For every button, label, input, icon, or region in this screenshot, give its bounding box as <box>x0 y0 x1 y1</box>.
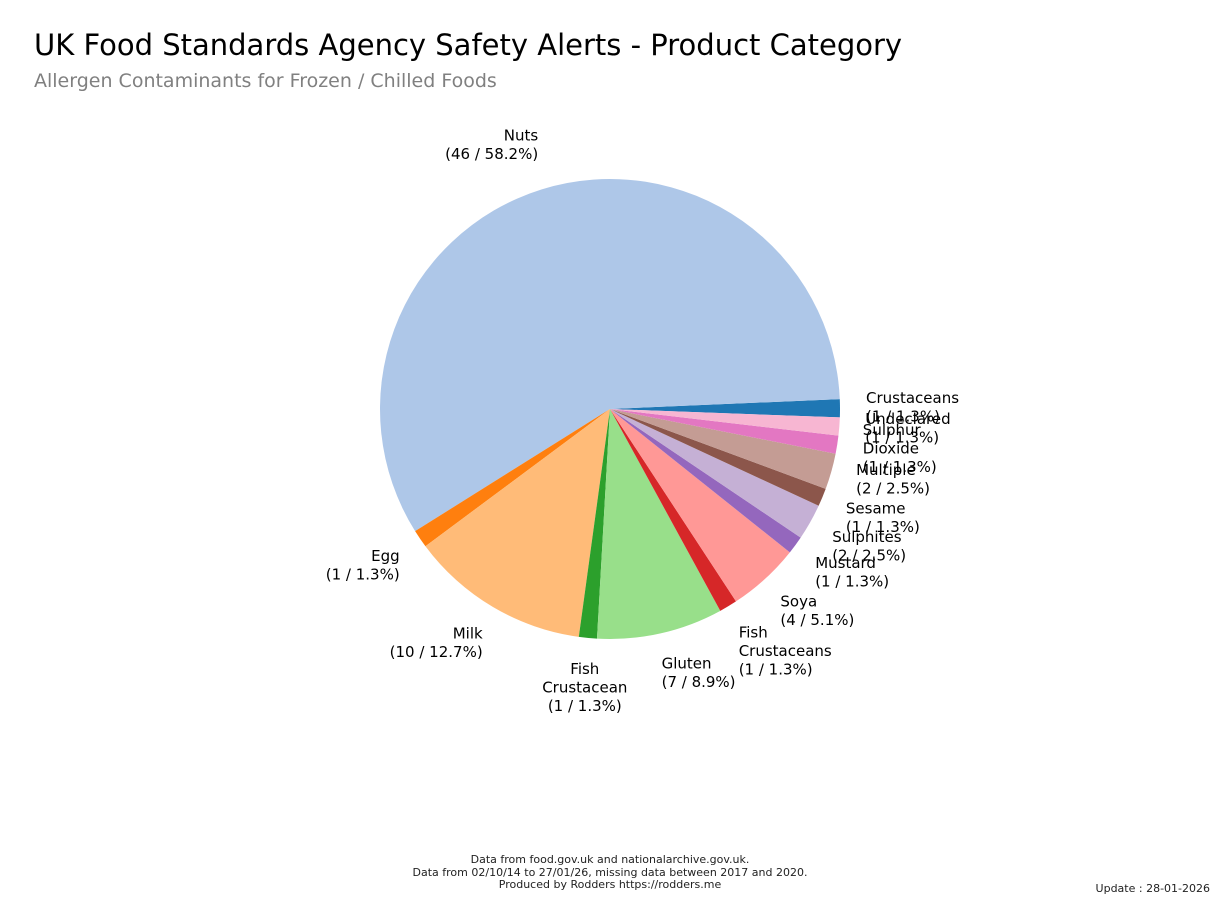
pie-slice-mustard <box>610 409 801 553</box>
footer-line-source: Data from food.gov.uk and nationalarchiv… <box>470 853 750 866</box>
pie-slice-nuts <box>380 179 840 532</box>
slice-label-crustaceans: Crustaceans (1 / 1.3%) <box>866 389 959 426</box>
chart-subtitle: Allergen Contaminants for Frozen / Chill… <box>34 70 497 92</box>
pie-slice-sulphur-dioxide <box>610 409 839 454</box>
footer-notes: Data from food.gov.uk and nationalarchiv… <box>0 853 1220 892</box>
pie-slice-milk <box>425 409 610 637</box>
pie-slice-sulphites <box>610 409 819 538</box>
slice-label-nuts: Nuts (46 / 58.2%) <box>445 126 538 163</box>
pie-slice-multiple <box>610 409 836 489</box>
slice-label-egg: Egg (1 / 1.3%) <box>326 547 400 584</box>
chart-title: UK Food Standards Agency Safety Alerts -… <box>34 28 903 62</box>
slice-label-undeclared: Undeclared (1 / 1.3%) <box>865 410 950 447</box>
footer-line-range: Data from 02/10/14 to 27/01/26, missing … <box>412 865 808 879</box>
pie-slice-sesame <box>610 409 826 506</box>
slice-label-sulphur-dioxide: Sulphur Dioxide (1 / 1.3%) <box>863 421 937 476</box>
pie-slice-fish-crustacean <box>578 409 610 639</box>
footer-line-credit: Produced by Rodders https://rodders.me <box>498 878 722 891</box>
pie-slice-gluten <box>597 409 721 639</box>
slice-label-sulphites: Sulphites (2 / 2.5%) <box>832 528 906 565</box>
slice-label-soya: Soya (4 / 5.1%) <box>780 593 854 630</box>
slice-label-mustard: Mustard (1 / 1.3%) <box>815 554 889 591</box>
pie-slice-soya <box>610 409 790 602</box>
slice-label-multiple: Multiple (2 / 2.5%) <box>856 461 930 498</box>
slice-label-gluten: Gluten (7 / 8.9%) <box>662 655 736 692</box>
slice-label-milk: Milk (10 / 12.7%) <box>390 625 483 662</box>
pie-slice-egg <box>415 409 610 547</box>
pie-slice-undeclared <box>610 409 840 436</box>
pie-slice-crustaceans <box>610 399 841 418</box>
update-date: Update : 28-01-2026 <box>1095 882 1210 895</box>
slice-label-fish-crustacean: Fish Crustacean (1 / 1.3%) <box>542 660 627 715</box>
slice-label-fish-crustaceans: Fish Crustaceans (1 / 1.3%) <box>739 624 832 679</box>
slice-label-sesame: Sesame (1 / 1.3%) <box>846 500 920 537</box>
pie-slice-fish-crustaceans <box>610 409 736 611</box>
